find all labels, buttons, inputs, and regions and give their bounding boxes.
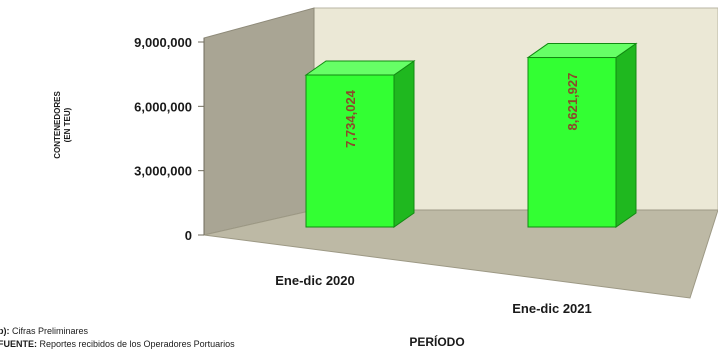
y-axis-label: CONTENEDORES [53,91,62,159]
bar-side [615,42,637,228]
side-wall [203,7,315,236]
bar-top [304,60,416,76]
x-tick-label: Ene-dic 2021 [512,301,592,316]
bar-data-label: 7,734,024 [343,89,358,148]
bar [305,74,395,228]
bar-data-label: 8,621,927 [565,73,580,131]
y-tick-label: 9,000,000 [134,35,192,50]
source-note-text: Reportes recibidos de los Operadores Por… [37,339,235,349]
x-tick-label: Ene-dic 2020 [275,273,355,288]
source-note: FUENTE: Reportes recibidos de los Operad… [0,339,235,349]
preliminary-note-key: p): [0,326,10,336]
y-axis-label-unit: (EN TEU) [63,107,72,142]
y-tick-label: 3,000,000 [134,164,192,179]
floor [203,209,718,299]
source-note-key: FUENTE: [0,339,37,349]
y-tick-label: 6,000,000 [134,99,192,114]
bar-side [393,60,415,228]
bar-top [526,43,638,59]
preliminary-note: p): Cifras Preliminares [0,326,88,336]
preliminary-note-text: Cifras Preliminares [9,326,89,336]
y-tick-label: 0 [185,228,192,243]
x-axis-label: PERÍODO [409,334,464,349]
bar [527,57,617,228]
